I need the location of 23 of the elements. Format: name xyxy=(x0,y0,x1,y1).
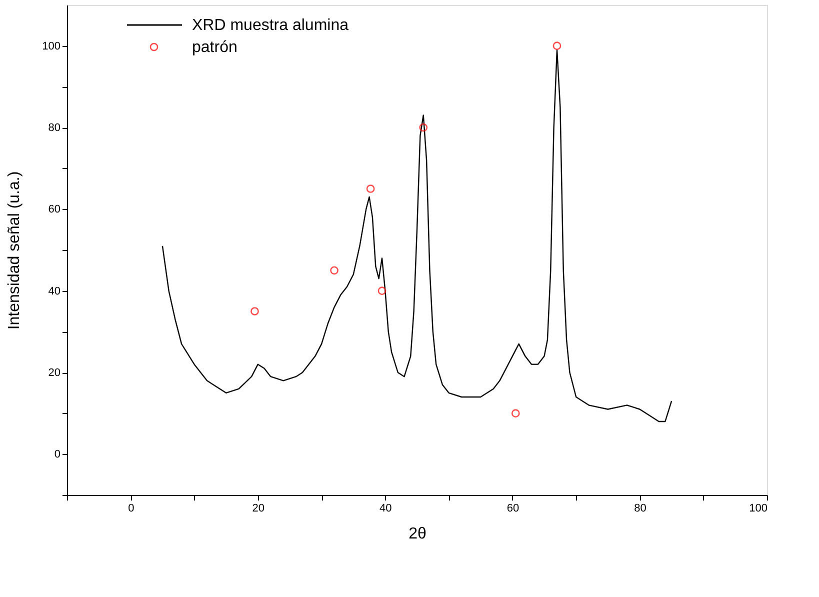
point xyxy=(552,42,562,50)
x-tick-label: 0 xyxy=(128,502,134,514)
legend-label: patrón xyxy=(192,39,238,56)
x-tick-label: 40 xyxy=(380,502,392,514)
point xyxy=(330,266,338,275)
x-tick-label: 80 xyxy=(634,502,646,514)
legend-label: XRD muestra alumina xyxy=(192,17,349,34)
y-tick-label: 100 xyxy=(42,40,60,52)
point xyxy=(511,409,520,418)
point xyxy=(366,184,375,193)
y-tick-label: 0 xyxy=(54,448,60,461)
x-tick-label: 60 xyxy=(506,502,520,514)
y-tick-label: 80 xyxy=(48,122,60,134)
y-tick-label: 20 xyxy=(48,367,60,379)
y-tick-label: 60 xyxy=(48,204,60,216)
x-axis-title: 2θ xyxy=(408,526,426,542)
y-axis-title: Intensidad señal (u.a.) xyxy=(6,171,24,330)
y-tick-label: 40 xyxy=(48,285,60,298)
point xyxy=(419,123,428,132)
x-tick-label: 20 xyxy=(252,502,265,514)
point xyxy=(378,286,386,296)
x-tick-label: 100 xyxy=(749,502,768,514)
point xyxy=(250,307,259,316)
